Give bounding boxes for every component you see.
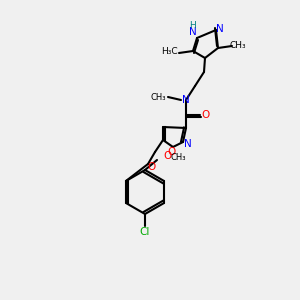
Text: O: O [163,151,171,161]
Text: N: N [184,139,192,149]
Text: CH₃: CH₃ [150,92,166,101]
Text: N: N [216,24,224,34]
Text: N: N [182,95,190,105]
Text: H: H [190,22,196,31]
Text: O: O [148,162,156,172]
Text: N: N [189,27,197,37]
Text: CH₃: CH₃ [230,41,246,50]
Text: Cl: Cl [140,227,150,237]
Text: O: O [167,147,175,157]
Text: CH₃: CH₃ [170,154,186,163]
Text: O: O [202,110,210,120]
Text: H₃C: H₃C [161,47,177,56]
